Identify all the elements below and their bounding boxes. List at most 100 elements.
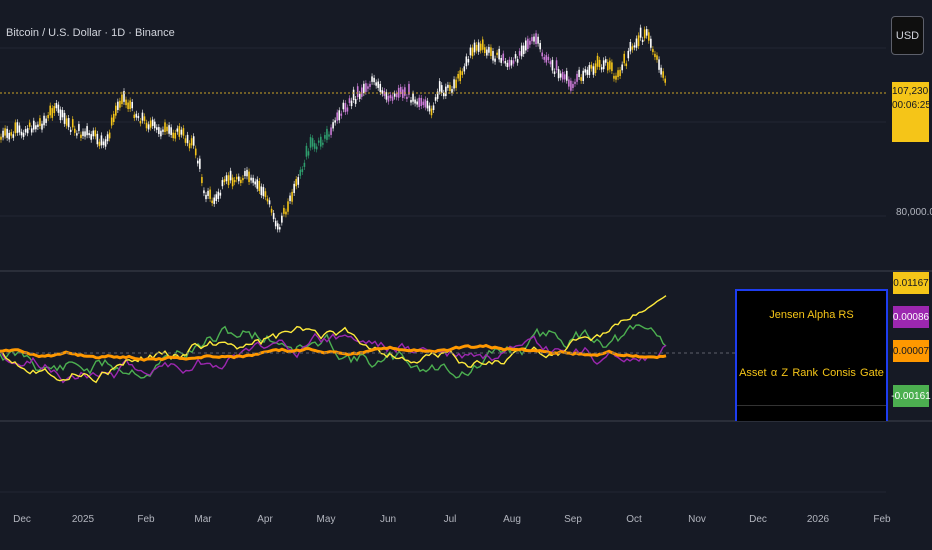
candle-body: [623, 53, 625, 64]
candle-body: [590, 64, 593, 69]
table-header-cell: Gate: [860, 367, 884, 379]
candle-body: [51, 108, 54, 118]
candle-body: [16, 122, 19, 133]
candle-body: [6, 128, 8, 138]
candle-body: [350, 100, 353, 107]
candle-body: [283, 207, 285, 214]
symbol-title[interactable]: Bitcoin / U.S. Dollar · 1D · Binance: [6, 27, 175, 39]
candle-body: [311, 138, 314, 147]
candle-body: [238, 176, 240, 182]
candle-body: [313, 143, 316, 149]
candle-body: [71, 119, 74, 128]
candle-body: [61, 110, 64, 118]
candle-body: [385, 92, 388, 100]
candle-body: [533, 36, 535, 42]
candle-body: [227, 175, 230, 186]
candle-body: [387, 95, 390, 102]
candle-body: [438, 81, 441, 92]
candle-body: [22, 132, 25, 137]
candle-body: [375, 82, 377, 86]
candle-body: [55, 103, 58, 109]
candle-body: [332, 122, 334, 129]
candle-body: [174, 132, 177, 139]
candle-body: [553, 71, 556, 74]
candle-body: [379, 83, 382, 93]
candle-body: [551, 59, 554, 71]
candle-body: [258, 181, 261, 192]
table-header-cell: Z: [781, 367, 789, 379]
candle-body: [467, 59, 470, 63]
series-line-green: [0, 324, 667, 379]
candle-body: [190, 138, 193, 146]
candle-body: [547, 56, 550, 61]
candle-body: [158, 127, 160, 135]
candle-body: [205, 194, 207, 200]
candle-body: [650, 38, 652, 48]
indicator-tag-value: 0.00007: [892, 345, 930, 357]
candle-body: [59, 109, 62, 121]
candle-body: [369, 83, 371, 87]
candle-body: [115, 105, 117, 116]
series-line-purple: [0, 332, 667, 384]
candle-body: [252, 177, 254, 183]
candle-body: [527, 38, 529, 49]
candle-body: [414, 99, 416, 104]
candle-body: [184, 138, 187, 143]
time-axis-label: Mar: [194, 514, 212, 525]
candle-body: [402, 89, 404, 98]
candle-body: [131, 101, 133, 109]
candle-body: [123, 91, 125, 102]
candle-body: [363, 83, 365, 94]
candle-body: [619, 69, 621, 77]
candle-body: [84, 131, 86, 137]
candle-body: [141, 112, 144, 121]
candle-body: [178, 126, 181, 137]
candle-body: [160, 130, 162, 137]
candle-body: [543, 56, 546, 60]
candle-body: [613, 75, 615, 79]
candle-body: [303, 162, 306, 167]
time-axis-label: Dec: [13, 514, 31, 525]
indicator-table: Jensen Alpha RS Asset α Z Rank Consis Ga…: [735, 289, 888, 421]
countdown-timer: 00:06:25: [892, 100, 931, 111]
time-axis-label: Sep: [564, 514, 582, 525]
candle-body: [0, 136, 2, 140]
candle-body: [336, 112, 338, 121]
candle-body: [422, 101, 425, 106]
candle-body: [112, 113, 115, 122]
currency-button[interactable]: USD: [891, 16, 924, 55]
candle-body: [147, 124, 150, 130]
candle-body: [102, 141, 105, 146]
candle-body: [453, 79, 455, 89]
candle-body: [100, 135, 103, 146]
candle-body: [494, 58, 496, 62]
candle-body: [219, 192, 222, 196]
candle-body: [660, 67, 662, 75]
candle-body: [248, 171, 250, 183]
candle-body: [41, 123, 43, 130]
candle-body: [215, 194, 218, 201]
table-header-cell: Asset: [739, 367, 767, 379]
candle-body: [12, 134, 15, 138]
candle-body: [317, 140, 320, 143]
candle-body: [340, 113, 343, 116]
candle-body: [18, 125, 21, 133]
candle-body: [656, 55, 658, 60]
candle-body: [272, 213, 275, 220]
candle-body: [305, 145, 308, 157]
candle-body: [488, 47, 490, 53]
candle-body: [356, 86, 359, 98]
candle-body: [510, 60, 513, 66]
candle-body: [98, 141, 101, 147]
candle-body: [418, 97, 420, 107]
candle-body: [399, 86, 402, 95]
last-price-value: 107,230.26: [892, 86, 932, 97]
candle-body: [289, 195, 291, 202]
candle-body: [518, 51, 521, 56]
candle-body: [584, 69, 587, 73]
candle-body: [8, 132, 10, 140]
candle-body: [607, 62, 609, 71]
candle-body: [86, 126, 88, 136]
candle-body: [367, 86, 369, 89]
